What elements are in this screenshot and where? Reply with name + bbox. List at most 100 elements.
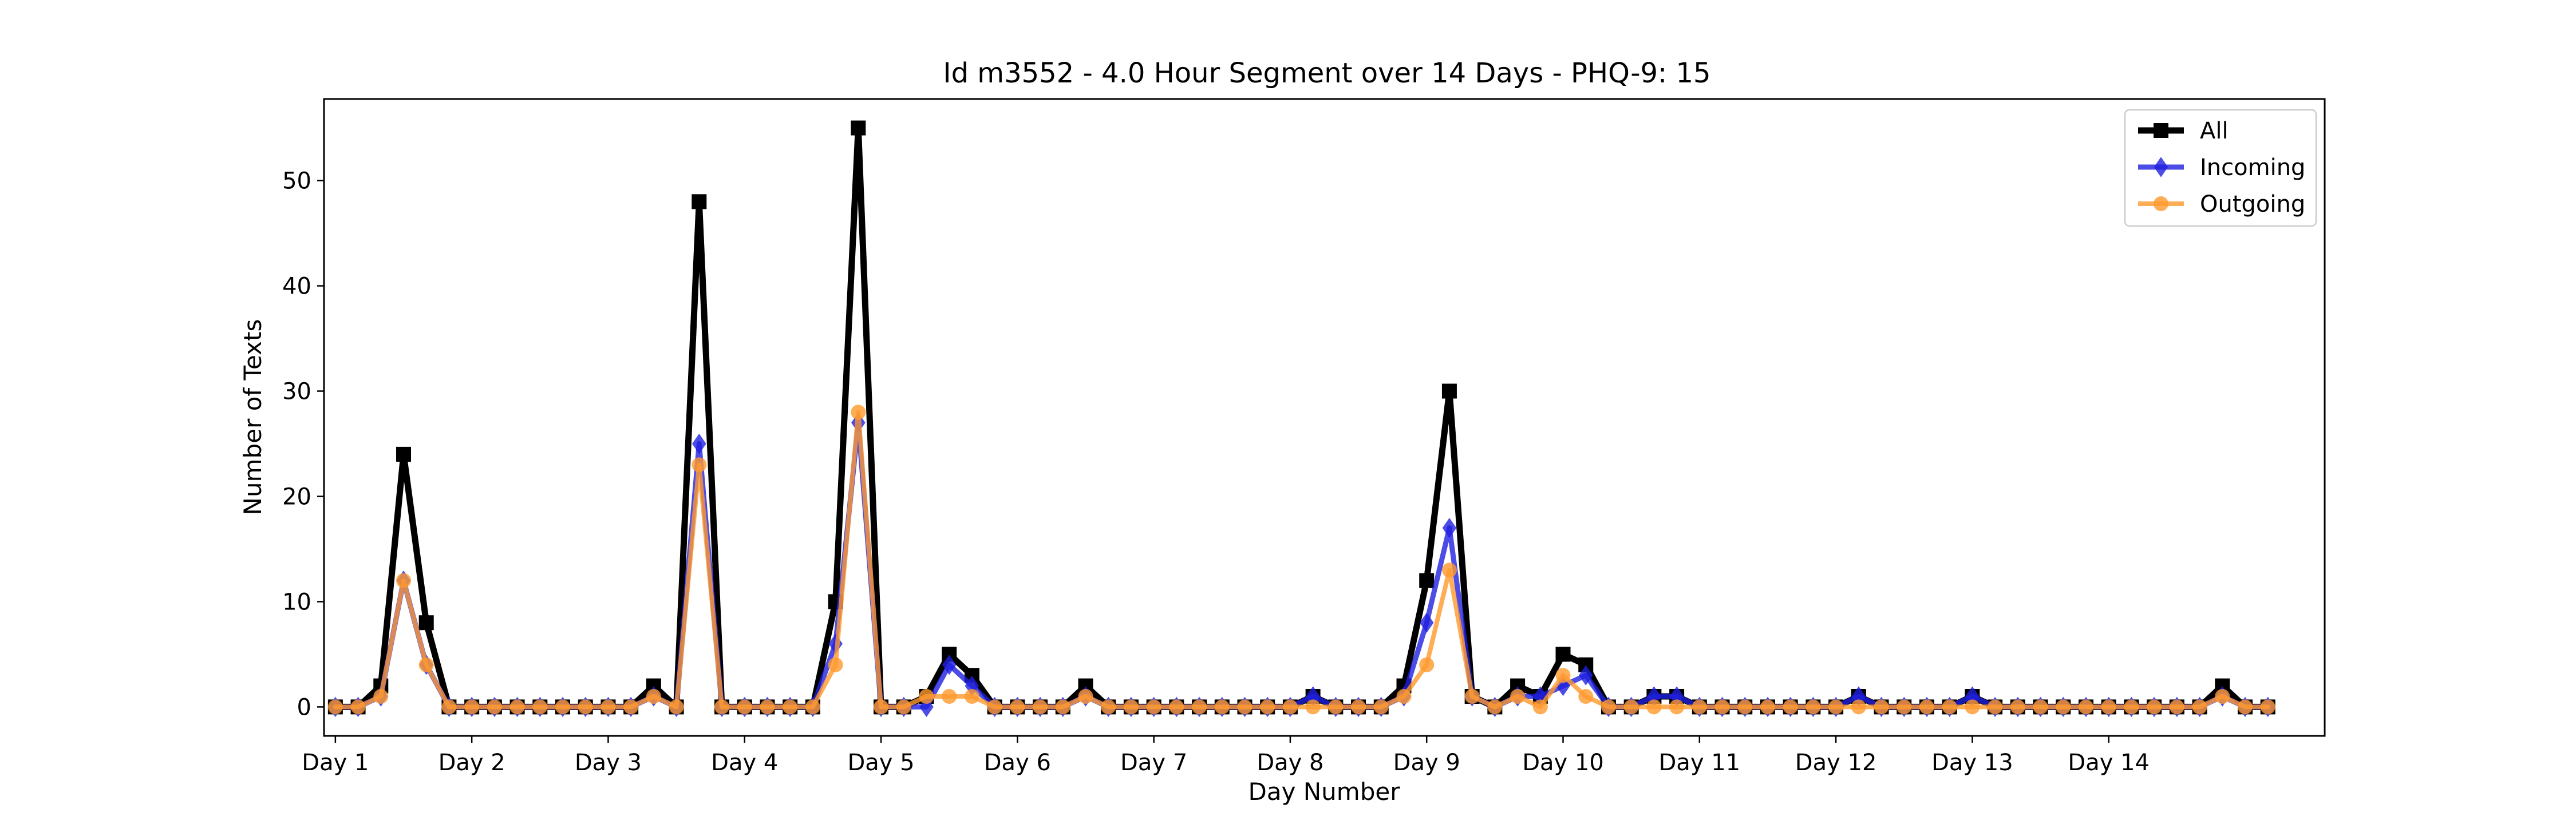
data-point-outgoing (1282, 699, 1298, 715)
data-point-incoming (942, 655, 957, 675)
series-outgoing (327, 405, 2275, 715)
data-point-outgoing (441, 699, 457, 715)
y-tick-label: 10 (282, 589, 311, 615)
data-point-outgoing (646, 689, 661, 704)
data-point-outgoing (1988, 699, 2003, 715)
data-point-all (1441, 383, 1457, 399)
series-line-incoming (333, 420, 2271, 710)
data-point-outgoing (1487, 699, 1503, 715)
data-point-outgoing (1737, 699, 1753, 715)
data-point-outgoing (509, 699, 525, 715)
data-point-outgoing (1441, 562, 1457, 578)
data-point-outgoing (1351, 699, 1366, 715)
data-point-outgoing (964, 689, 979, 704)
legend-item-all: All (2138, 118, 2229, 144)
data-point-outgoing (1214, 699, 1230, 715)
legend-box (2124, 109, 2317, 227)
x-tick-label: Day 8 (1257, 750, 1323, 776)
x-tick-label: Day 11 (1659, 750, 1741, 776)
data-point-outgoing (1805, 699, 1821, 715)
data-point-outgoing (1033, 699, 1048, 715)
x-tick-label: Day 1 (302, 750, 369, 776)
legend-label: Incoming (2200, 154, 2305, 181)
data-point-outgoing (1101, 699, 1116, 715)
data-point-outgoing (2192, 699, 2207, 715)
series-line-outgoing (333, 410, 2270, 710)
data-point-outgoing (555, 699, 571, 715)
data-point-outgoing (1874, 699, 1889, 715)
data-point-outgoing (1646, 699, 1662, 715)
data-point-all (418, 615, 434, 631)
data-point-outgoing (418, 657, 434, 672)
data-point-outgoing (600, 699, 616, 715)
data-point-outgoing (714, 699, 730, 715)
series-line-all (332, 125, 2271, 710)
x-axis-label: Day Number (1248, 778, 1400, 806)
data-point-outgoing (373, 689, 389, 704)
data-point-outgoing (1010, 699, 1025, 715)
data-point-outgoing (1078, 689, 1093, 704)
data-point-outgoing (2124, 699, 2139, 715)
data-point-outgoing (1897, 699, 1912, 715)
data-point-outgoing (828, 657, 843, 672)
data-point-outgoing (737, 699, 752, 715)
data-point-outgoing (942, 689, 957, 704)
data-point-outgoing (2237, 699, 2253, 715)
data-point-outgoing (2056, 699, 2071, 715)
data-point-outgoing (987, 699, 1002, 715)
data-point-outgoing (851, 405, 866, 420)
data-point-outgoing (783, 699, 798, 715)
data-point-outgoing (874, 699, 889, 715)
data-point-outgoing (578, 699, 593, 715)
data-point-all (1555, 647, 1571, 662)
data-point-outgoing (1123, 699, 1139, 715)
data-point-outgoing (327, 699, 343, 715)
data-point-outgoing (1464, 689, 1480, 704)
data-point-outgoing (1260, 699, 1275, 715)
x-tick-label: Day 2 (438, 750, 505, 776)
data-point-outgoing (2169, 699, 2184, 715)
plot-area-frame (323, 98, 2326, 737)
y-axis-ticks: 0 10 20 30 40 50 (282, 168, 324, 720)
legend-swatch-marker (2154, 123, 2168, 138)
x-tick-label: Day 9 (1393, 750, 1460, 776)
x-tick-label: Day 4 (711, 750, 778, 776)
x-tick-label: Day 10 (1522, 750, 1604, 776)
y-tick-label: 20 (282, 484, 311, 510)
chart-title: Id m3552 - 4.0 Hour Segment over 14 Days… (943, 57, 1710, 89)
legend-swatch-marker (2154, 157, 2168, 177)
series-all (327, 120, 2275, 715)
data-point-outgoing (1965, 699, 1980, 715)
data-point-outgoing (1828, 699, 1844, 715)
data-point-outgoing (1760, 699, 1775, 715)
data-point-outgoing (532, 699, 548, 715)
y-tick-label: 50 (282, 168, 311, 195)
data-point-outgoing (2078, 699, 2093, 715)
data-point-outgoing (1146, 699, 1161, 715)
data-point-all (851, 120, 866, 136)
data-point-outgoing (487, 699, 502, 715)
data-point-outgoing (1669, 699, 1685, 715)
data-point-outgoing (1169, 699, 1184, 715)
data-point-outgoing (1783, 699, 1798, 715)
data-point-outgoing (1396, 689, 1412, 704)
data-point-outgoing (1623, 699, 1639, 715)
x-tick-label: Day 13 (1931, 750, 2013, 776)
data-point-outgoing (1419, 657, 1435, 672)
data-point-incoming (1419, 612, 1434, 633)
data-point-outgoing (623, 699, 639, 715)
data-point-incoming (1442, 517, 1457, 538)
x-tick-label: Day 6 (984, 750, 1051, 776)
data-point-outgoing (1532, 699, 1548, 715)
data-point-outgoing (1578, 689, 1594, 704)
x-axis-ticks: Day 1 Day 2 Day 3 Day 4 Day 5 Day 6 Day 7 Day 8… (302, 736, 2150, 776)
y-tick-label: 40 (282, 274, 311, 300)
legend-label: Outgoing (2200, 191, 2305, 217)
legend-label: All (2200, 118, 2229, 144)
data-point-outgoing (919, 689, 934, 704)
y-tick-label: 30 (282, 379, 311, 405)
data-point-outgoing (2010, 699, 2025, 715)
legend-swatch-marker (2154, 196, 2168, 211)
data-point-outgoing (464, 699, 480, 715)
x-tick-label: Day 5 (847, 750, 914, 776)
